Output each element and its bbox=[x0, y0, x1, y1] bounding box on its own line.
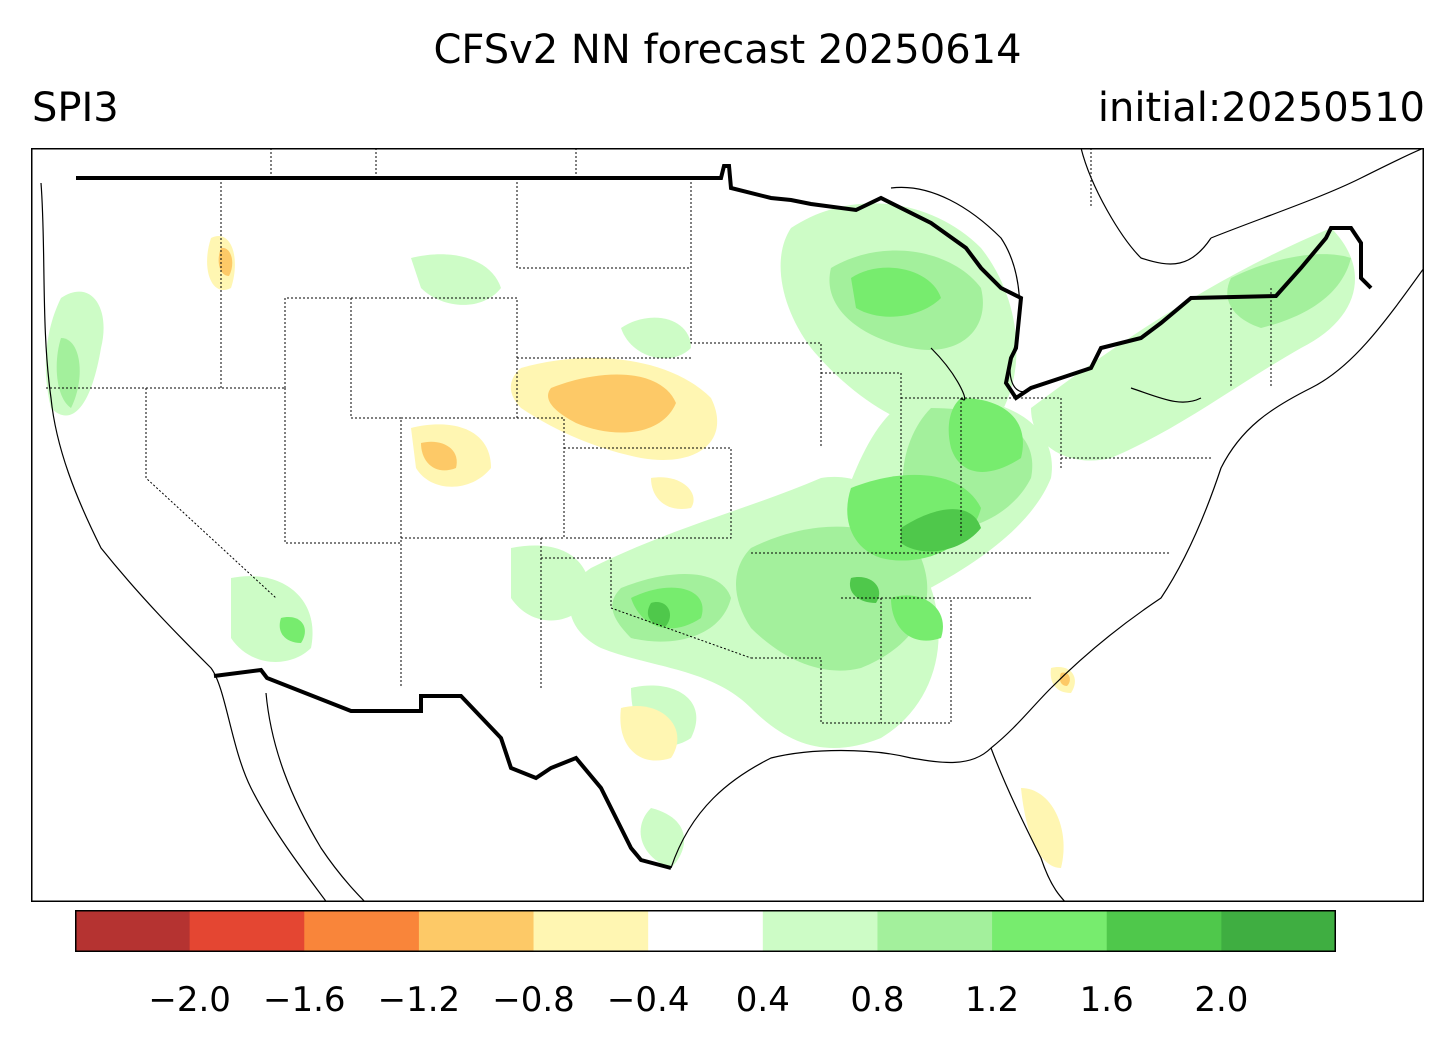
tick-label: 2.0 bbox=[1194, 980, 1249, 1020]
forecast-map bbox=[31, 148, 1424, 902]
colorbar-bin bbox=[648, 910, 764, 952]
colorbar-bin bbox=[418, 910, 535, 952]
coastlines bbox=[40, 148, 1424, 902]
tick-label: 1.2 bbox=[965, 980, 1020, 1020]
colorbar-bin bbox=[304, 910, 420, 952]
variable-label: SPI3 bbox=[32, 85, 119, 131]
dry-anomaly-moderate bbox=[218, 247, 1070, 686]
colorbar bbox=[75, 910, 1336, 952]
colorbar-bin bbox=[533, 910, 649, 952]
colorbar-bin bbox=[992, 910, 1108, 952]
tick-label: −0.4 bbox=[606, 980, 690, 1020]
initial-date-label: initial:20250510 bbox=[1097, 85, 1425, 131]
tick-label: −0.8 bbox=[492, 980, 575, 1020]
tick-label: 0.4 bbox=[735, 980, 790, 1020]
colorbar-bins bbox=[75, 910, 1336, 952]
map-frame bbox=[31, 148, 1424, 902]
state-boundaries bbox=[46, 148, 1272, 724]
colorbar-bin bbox=[189, 910, 305, 952]
tick-label: −1.2 bbox=[377, 980, 461, 1020]
colorbar-bin bbox=[1221, 910, 1336, 952]
tick-label: −2.0 bbox=[148, 980, 231, 1020]
tick-label: −1.6 bbox=[262, 980, 346, 1020]
tick-label: 0.8 bbox=[850, 980, 905, 1020]
country-border bbox=[76, 164, 1373, 870]
colorbar-bin bbox=[75, 910, 191, 952]
colorbar-bin bbox=[877, 910, 993, 952]
tick-label: 1.6 bbox=[1079, 980, 1134, 1020]
colorbar-tick-labels: −2.0 −1.6 −1.2 −0.8 −0.4 0.4 0.8 1.2 1.6… bbox=[0, 950, 1455, 1030]
colorbar-bin bbox=[1106, 910, 1222, 952]
map-title: CFSv2 NN forecast 20250614 bbox=[433, 27, 1022, 73]
colorbar-bin bbox=[762, 910, 878, 952]
